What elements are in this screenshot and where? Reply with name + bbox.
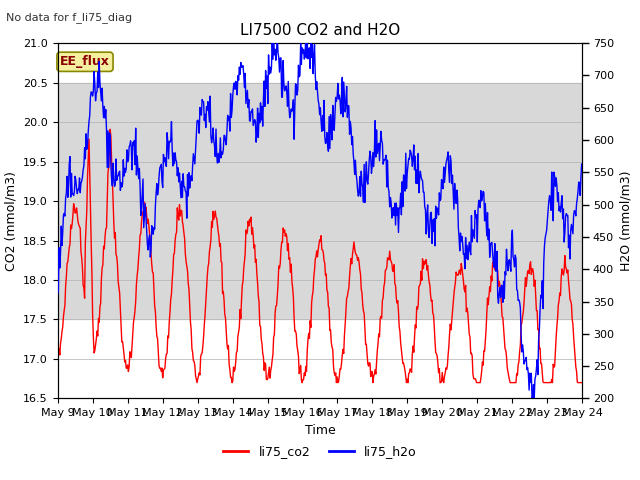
Text: EE_flux: EE_flux xyxy=(60,55,110,68)
Bar xyxy=(58,83,582,320)
Text: No data for f_li75_diag: No data for f_li75_diag xyxy=(6,12,132,23)
Legend: li75_co2, li75_h2o: li75_co2, li75_h2o xyxy=(218,440,422,463)
Title: LI7500 CO2 and H2O: LI7500 CO2 and H2O xyxy=(240,23,400,38)
X-axis label: Time: Time xyxy=(305,424,335,437)
Y-axis label: CO2 (mmol/m3): CO2 (mmol/m3) xyxy=(4,171,17,271)
Y-axis label: H2O (mmol/m3): H2O (mmol/m3) xyxy=(620,170,632,271)
